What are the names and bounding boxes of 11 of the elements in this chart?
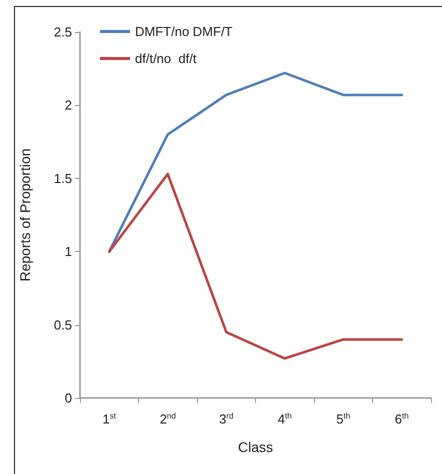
x-axis-title: Class (238, 439, 274, 455)
y-tick-label: 2 (64, 98, 72, 113)
y-tick-label: 1.5 (54, 170, 72, 186)
y-axis-title: Reports of Proportion (17, 148, 33, 282)
legend-label: df/t/no df/t (135, 51, 197, 66)
line-series (108, 172, 403, 360)
y-tick-label: 0 (64, 390, 72, 406)
legend-label: DMFT/no DMF/T (135, 24, 233, 39)
y-tick-label: 0.5 (54, 317, 72, 332)
y-tick-label: 2.5 (54, 24, 72, 40)
y-tick-label: 1 (64, 244, 72, 260)
